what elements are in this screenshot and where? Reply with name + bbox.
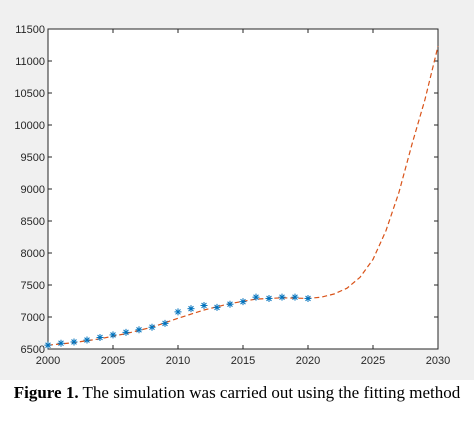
y-tick-label: 8500 xyxy=(21,216,45,228)
caption-text: The simulation was carried out using the… xyxy=(78,383,461,402)
data-point xyxy=(96,333,104,341)
plot-area xyxy=(47,28,439,350)
y-tick-label: 8000 xyxy=(21,248,45,260)
data-point xyxy=(44,341,52,349)
data-point xyxy=(148,323,156,331)
x-tick-label: 2030 xyxy=(426,355,450,367)
x-tick-label: 2015 xyxy=(231,355,255,367)
series-layer xyxy=(44,46,439,349)
data-point xyxy=(291,293,299,301)
x-tick-label: 2000 xyxy=(36,355,60,367)
data-point xyxy=(83,336,91,344)
chart: 6500 7000 7500 8000 8500 9000 9500 10000 10500 11… xyxy=(14,24,450,367)
data-point xyxy=(200,301,208,309)
x-tick-label: 2020 xyxy=(296,355,320,367)
data-point xyxy=(226,300,234,308)
caption-label: Figure 1. xyxy=(13,383,79,402)
data-point xyxy=(70,338,78,346)
y-tick-label: 9500 xyxy=(21,152,45,164)
x-axis: 2000 2005 2010 2015 2020 2025 2030 xyxy=(36,29,450,367)
data-point xyxy=(135,326,143,334)
data-point xyxy=(187,305,195,313)
data-point xyxy=(57,339,65,347)
data-point xyxy=(252,293,260,301)
y-tick-label: 6500 xyxy=(21,344,45,356)
data-point xyxy=(239,298,247,306)
y-axis: 6500 7000 7500 8000 8500 9000 9500 10000 10500 11… xyxy=(14,24,438,356)
data-point xyxy=(122,328,130,336)
data-point xyxy=(174,308,182,316)
data-point xyxy=(213,303,221,311)
y-tick-label: 7000 xyxy=(21,312,45,324)
data-point xyxy=(304,294,312,302)
figure-window: 6500 7000 7500 8000 8500 9000 9500 10000 10500 11… xyxy=(0,0,474,380)
y-tick-label: 11500 xyxy=(15,24,45,36)
y-tick-label: 7500 xyxy=(21,280,45,292)
x-tick-label: 2005 xyxy=(101,355,125,367)
y-tick-label: 11000 xyxy=(15,56,45,68)
data-point xyxy=(109,331,117,339)
x-tick-label: 2025 xyxy=(361,355,385,367)
y-tick-label: 10000 xyxy=(14,120,45,132)
y-tick-label: 10500 xyxy=(14,88,45,100)
data-point xyxy=(265,294,273,302)
x-tick-label: 2010 xyxy=(166,355,190,367)
figure-caption: Figure 1. The simulation was carried out… xyxy=(0,383,474,403)
data-point xyxy=(278,293,286,301)
y-tick-label: 9000 xyxy=(21,184,45,196)
data-point xyxy=(161,319,169,327)
